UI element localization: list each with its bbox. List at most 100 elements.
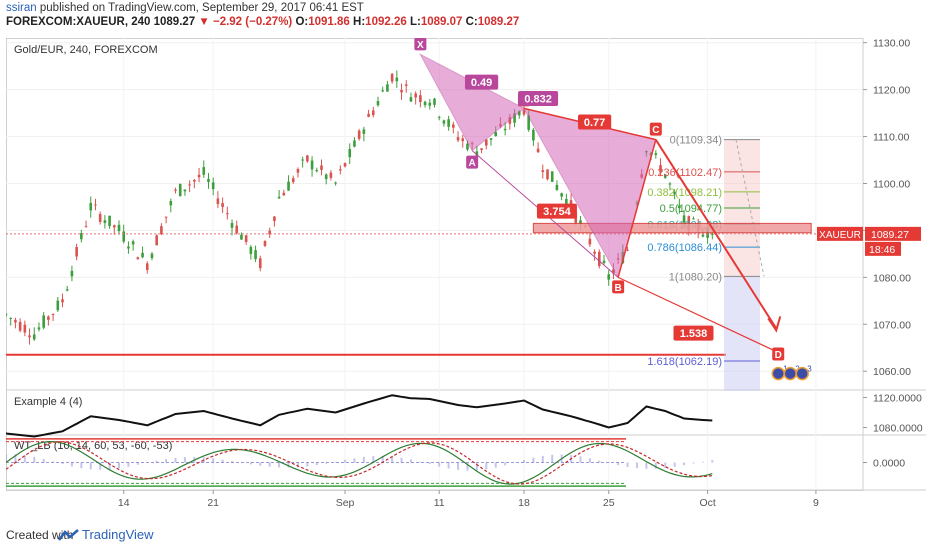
candle-body: [207, 178, 210, 182]
projection-arrow-icon: [767, 316, 782, 333]
candle-body: [400, 89, 403, 93]
candle-body: [23, 324, 27, 333]
candle-body: [390, 73, 394, 82]
candle-body: [291, 178, 295, 183]
candle-body: [174, 189, 177, 191]
main-chart-title: Gold/EUR, 240, FOREXCOM: [14, 44, 158, 56]
projection-line: [617, 139, 657, 278]
candle-body: [122, 231, 126, 242]
candle-body: [37, 327, 41, 330]
ratio-badge: [536, 203, 577, 219]
candle-body: [692, 218, 695, 220]
candle-body: [517, 111, 521, 116]
candle-body: [131, 241, 135, 245]
time-tick-label: 25: [603, 497, 615, 509]
candle-body: [240, 234, 243, 240]
candle-body: [306, 155, 309, 162]
candle-body: [376, 101, 380, 106]
candle-body: [188, 184, 191, 186]
candle-body: [51, 314, 55, 316]
fib-level-label: 0.236(1102.47): [648, 167, 722, 179]
candle-body: [447, 119, 450, 127]
ratio-badge: [518, 91, 559, 107]
candle-body: [565, 198, 568, 207]
candle-body: [254, 250, 257, 260]
candle-body: [678, 205, 681, 209]
candle-body: [503, 128, 507, 131]
candle-body: [310, 160, 314, 170]
symbol-tag: [817, 226, 863, 241]
candle-body: [701, 234, 705, 237]
fib-level-label: 0(1109.34): [670, 135, 722, 147]
tradingview-logo-icon: [58, 529, 79, 541]
time-tick-label: Sep: [336, 497, 355, 509]
candle-body: [550, 171, 554, 182]
chart-canvas[interactable]: 1130.001120.001110.001100.001090.001080.…: [6, 38, 926, 520]
pattern-point-marker: [466, 155, 479, 169]
symbol-tag-label: XAUEUR: [819, 230, 861, 241]
candle-body: [61, 299, 64, 303]
candle-body: [202, 167, 206, 175]
candle-body: [371, 110, 375, 116]
candle-body: [607, 274, 611, 280]
candle-body: [263, 240, 267, 246]
candle-body: [98, 213, 102, 222]
ratio-badge: [673, 325, 714, 341]
pattern-point-marker: [414, 38, 427, 51]
published-text: published on TradingView.com, September …: [39, 2, 364, 14]
candle-body: [9, 317, 13, 319]
candle-body: [612, 269, 615, 274]
fib-zone-lower: [724, 276, 760, 391]
candle-body: [127, 246, 130, 249]
candle-body: [89, 202, 93, 211]
candle-body: [593, 251, 596, 254]
time-tick-label: 9: [813, 497, 819, 509]
candle-body: [663, 174, 667, 178]
candle-body: [541, 170, 545, 173]
ratio-label: 0.49: [471, 77, 492, 89]
candle-body: [480, 148, 483, 150]
symbol-info: FOREXCOM:XAUEUR, 240 1089.27 ▼ −2.92 (−0…: [6, 16, 519, 28]
close-value: 1089.27: [477, 16, 520, 28]
candle-body: [546, 169, 549, 180]
fib-level-label: 1.618(1062.19): [647, 356, 722, 368]
candle-body: [258, 258, 262, 269]
open-label: O:: [295, 16, 309, 28]
candle-body: [437, 116, 441, 118]
pattern-point-marker: [772, 347, 785, 361]
ratio-label: 0.77: [584, 117, 605, 129]
price-tick-label: 1110.00: [873, 132, 910, 144]
ratio-badge: [577, 114, 612, 130]
fib-trend-line: [735, 139, 765, 277]
candle-body: [343, 163, 347, 167]
candle-body: [560, 193, 563, 197]
projection-line: [617, 276, 779, 353]
fib-level-label: 0.786(1086.44): [647, 242, 722, 254]
pattern-point-label: C: [652, 125, 659, 136]
candle-body: [42, 315, 45, 328]
author-link[interactable]: ssiran: [6, 2, 37, 14]
candle-body: [230, 223, 234, 228]
oscillator-title: WT_LB (10, 14, 60, 53, -60, -53): [14, 440, 172, 452]
candle-body: [367, 113, 370, 117]
candle-body: [428, 102, 432, 106]
candle-body: [84, 226, 88, 228]
oscillator-wt1-line: [6, 441, 713, 485]
candle-body: [28, 335, 31, 338]
candle-body: [357, 130, 361, 139]
brand-link[interactable]: TradingView: [82, 527, 154, 542]
ratio-badge: [464, 74, 499, 90]
high-value: 1092.26: [365, 16, 407, 28]
candle-body: [320, 165, 323, 170]
candle-body: [315, 170, 319, 172]
candle-body: [32, 334, 36, 340]
candle-body: [75, 247, 78, 257]
candle-body: [244, 235, 248, 242]
close-label: C:: [465, 16, 478, 28]
fib-level-label: 0.382(1098.21): [647, 187, 722, 199]
candle-body: [362, 129, 366, 134]
price-tick-label: 1060.00: [873, 366, 911, 378]
chart-area[interactable]: 1130.001120.001110.001100.001090.001080.…: [6, 38, 926, 520]
pattern-triangle-abc: [522, 107, 657, 279]
candle-body: [197, 174, 201, 178]
